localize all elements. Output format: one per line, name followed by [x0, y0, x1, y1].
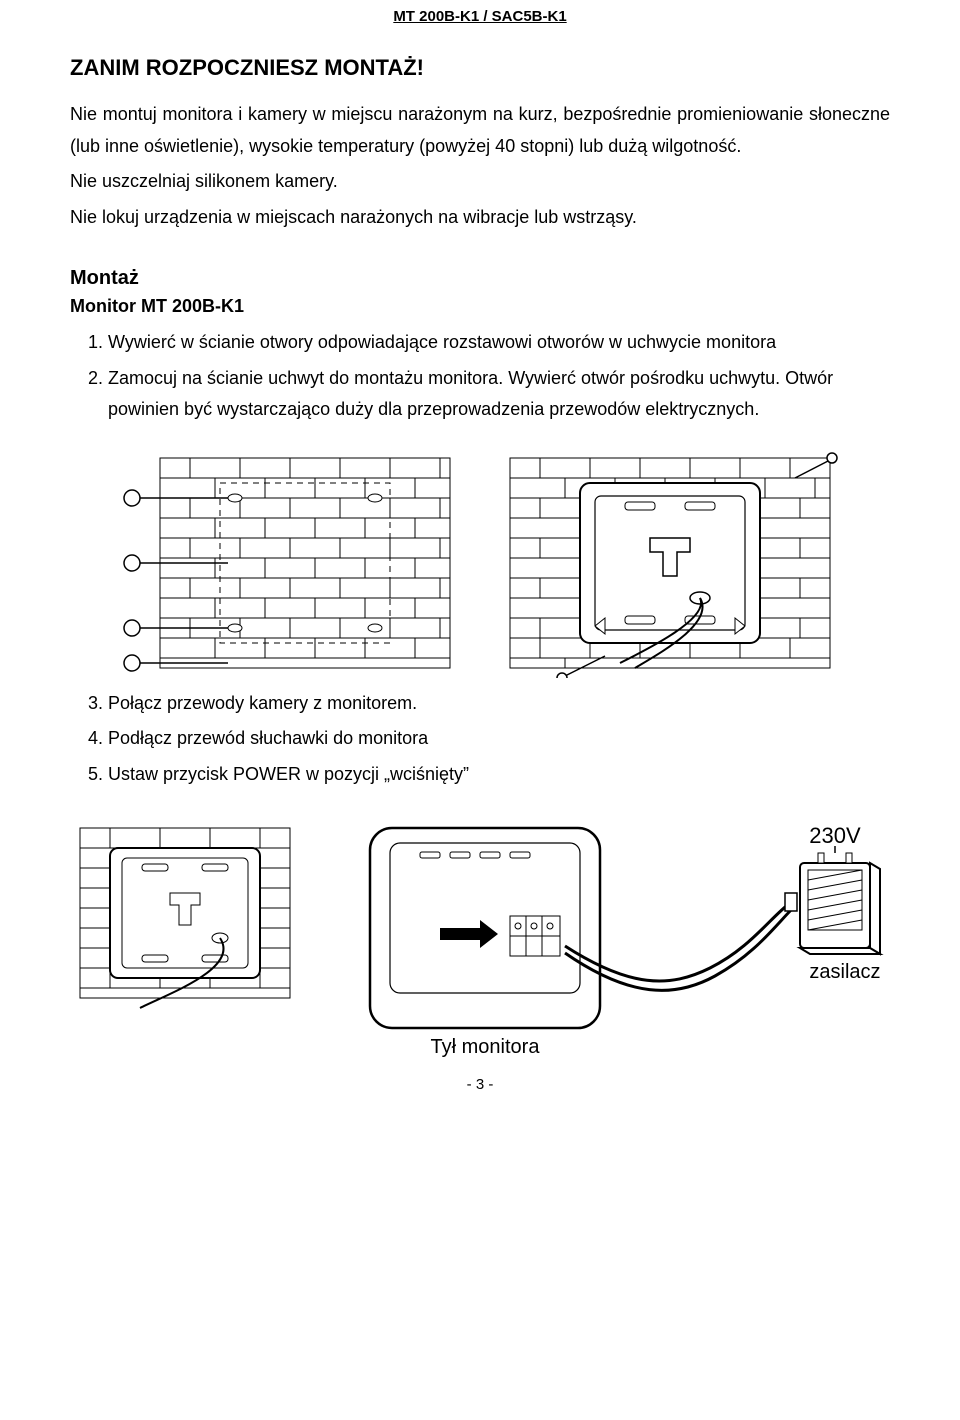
intro-text: Nie montuj monitora i kamery w miejscu n… [70, 99, 890, 233]
mount-plate-svg [500, 448, 840, 678]
mount-subheading: Monitor MT 200B-K1 [70, 296, 890, 317]
step-1: Wywierć w ścianie otwory odpowiadające r… [108, 327, 890, 359]
step-4: Podłącz przewód słuchawki do monitora [108, 723, 890, 755]
wiring-svg: Tył monitora 230V [70, 808, 890, 1058]
mount-heading: Montaż [70, 267, 890, 290]
diagram-drill-holes [120, 448, 460, 678]
page-number: - 3 - [70, 1076, 890, 1093]
diagram-mount-plate [500, 448, 840, 678]
step-5: Ustaw przycisk POWER w pozycji „wciśnięt… [108, 759, 890, 791]
paragraph-3: Nie lokuj urządzenia w miejscach narażon… [70, 202, 890, 234]
voltage-label: 230V [809, 823, 861, 848]
psu-label: zasilacz [809, 961, 880, 983]
steps-list-1: Wywierć w ścianie otwory odpowiadające r… [70, 327, 890, 426]
diagram-row-top [70, 448, 890, 678]
drill-holes-svg [120, 448, 460, 678]
diagram-wiring: Tył monitora 230V [70, 808, 890, 1058]
section-title: ZANIM ROZPOCZNIESZ MONTAŻ! [70, 55, 890, 81]
step-2: Zamocuj na ścianie uchwyt do montażu mon… [108, 363, 890, 426]
steps-list-2: Połącz przewody kamery z monitorem. Podł… [70, 688, 890, 791]
paragraph-2: Nie uszczelniaj silikonem kamery. [70, 166, 890, 198]
monitor-back-label: Tył monitora [431, 1036, 541, 1058]
paragraph-1: Nie montuj monitora i kamery w miejscu n… [70, 99, 890, 162]
document-page: MT 200B-K1 / SAC5B-K1 ZANIM ROZPOCZNIESZ… [0, 0, 960, 1420]
doc-header-model: MT 200B-K1 / SAC5B-K1 [70, 0, 890, 45]
power-supply-icon [800, 853, 880, 954]
step-3: Połącz przewody kamery z monitorem. [108, 688, 890, 720]
